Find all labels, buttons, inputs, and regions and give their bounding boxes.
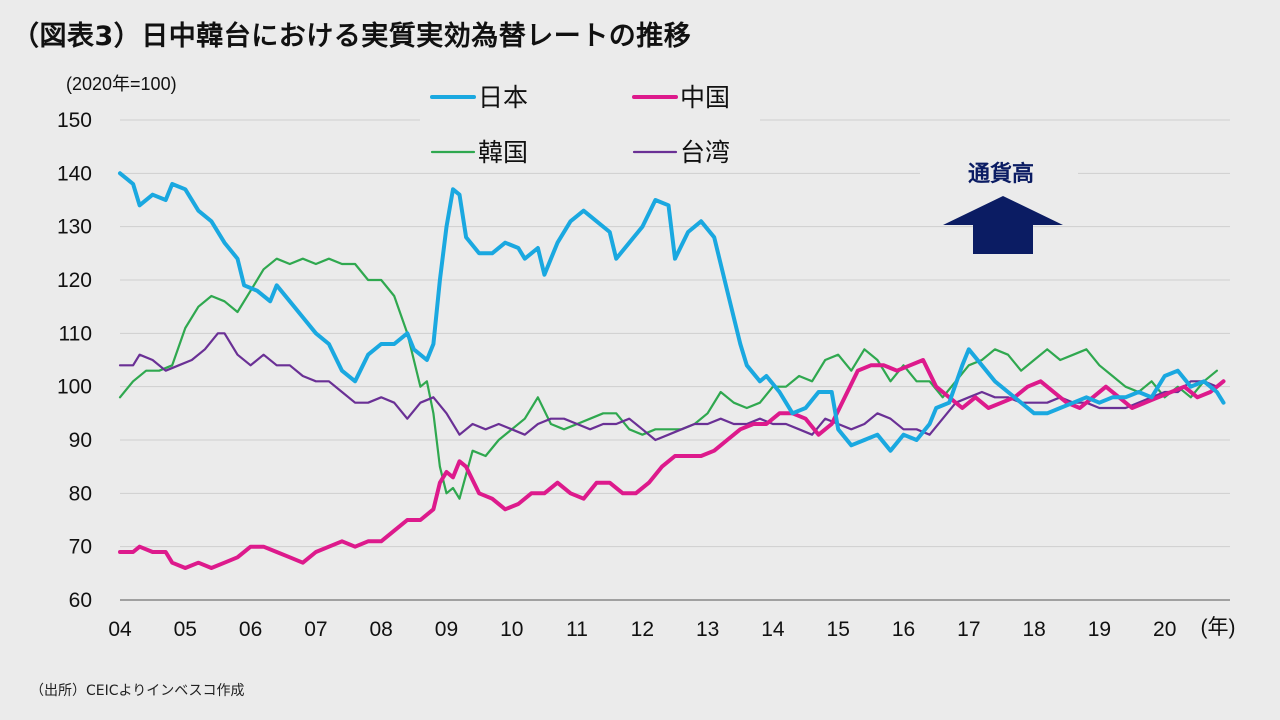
- x-tick-label: 06: [239, 618, 262, 641]
- y-tick-label: 90: [69, 429, 92, 452]
- annotation-group: 通貨高: [943, 161, 1063, 254]
- legend-label-taiwan: 台湾: [680, 138, 730, 167]
- chart-title: （図表3）日中韓台における実質実効為替レートの推移: [12, 21, 692, 52]
- x-axis: 04 05 06 07 08 09 10 11 12 13 14 15 16 17 18 19 20 (年): [108, 616, 1235, 641]
- x-tick-label: 13: [696, 618, 719, 641]
- series-line-korea: [118, 257, 1218, 500]
- x-tick-label: 04: [108, 618, 132, 641]
- x-tick-label: 19: [1088, 618, 1111, 641]
- x-tick-label: 16: [892, 618, 915, 641]
- y-tick-label: 60: [69, 589, 92, 612]
- y-tick-label: 120: [57, 269, 92, 292]
- y-tick-label: 100: [57, 376, 92, 399]
- x-tick-label: 14: [761, 618, 785, 641]
- x-tick-label: 12: [631, 618, 654, 641]
- y-unit-label: (2020年=100): [66, 74, 177, 94]
- x-tick-label: 20: [1153, 618, 1176, 641]
- x-tick-label: 08: [369, 618, 392, 641]
- x-tick-label: 10: [500, 618, 523, 641]
- x-tick-label: 17: [957, 618, 980, 641]
- x-tick-label: 05: [174, 618, 197, 641]
- x-tick-label: 15: [827, 618, 850, 641]
- grid-layer: [120, 119, 1230, 601]
- x-tick-label: 18: [1022, 618, 1045, 641]
- series-line-japan: [118, 171, 1226, 453]
- y-tick-label: 150: [57, 109, 92, 132]
- series-line-taiwan: [118, 332, 1218, 442]
- y-tick-label: 80: [69, 482, 92, 505]
- x-unit-label: (年): [1201, 616, 1236, 639]
- legend-label-china: 中国: [680, 83, 730, 112]
- legend-label-japan: 日本: [478, 83, 528, 112]
- x-tick-label: 09: [435, 618, 458, 641]
- up-arrow-icon: [943, 196, 1063, 254]
- y-tick-label: 110: [59, 322, 92, 345]
- y-tick-label: 70: [69, 536, 92, 559]
- y-axis: 60 70 80 90 100 110 120 130 140 150 (2020年=100): [57, 74, 177, 612]
- x-tick-label: 07: [304, 618, 327, 641]
- y-tick-label: 140: [57, 162, 92, 185]
- annotation-label: 通貨高: [968, 161, 1034, 187]
- series-layer: [118, 171, 1226, 570]
- series-line-china: [118, 358, 1226, 570]
- legend-label-korea: 韓国: [478, 138, 528, 167]
- x-tick-label: 11: [566, 618, 588, 641]
- source-note: （出所）CEICよりインベスコ作成: [30, 683, 245, 699]
- y-tick-label: 130: [57, 216, 92, 239]
